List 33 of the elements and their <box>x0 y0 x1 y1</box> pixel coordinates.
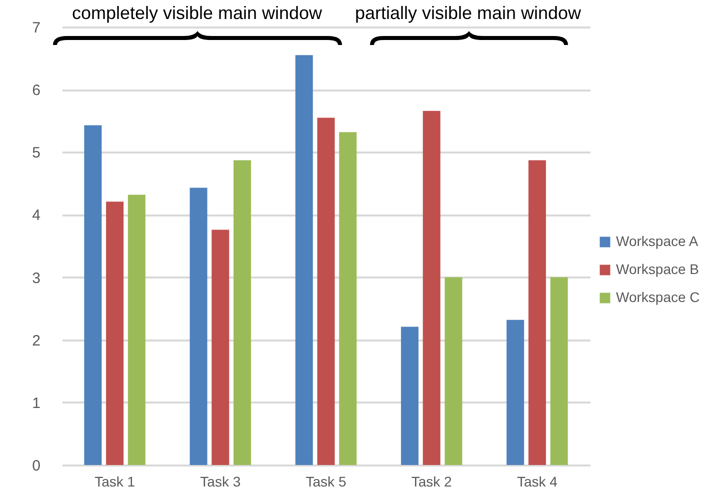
bar <box>190 188 208 465</box>
text: partially visible main window <box>354 3 582 24</box>
x-tick-label: Task 3 <box>200 474 241 490</box>
legend-label: Workspace A <box>616 233 699 249</box>
x-tick-label: Task 5 <box>306 474 346 490</box>
y-tick-label: 1 <box>32 394 40 412</box>
y-tick-label: 4 <box>32 207 40 224</box>
legend-label: Workspace B <box>616 261 699 277</box>
y-tick-label: 2 <box>32 332 40 350</box>
bar <box>234 160 252 465</box>
bar <box>339 132 357 465</box>
bar <box>444 277 462 465</box>
y-tick-label: 0 <box>32 458 40 474</box>
y-tick-label: 6 <box>32 82 40 100</box>
bar <box>212 230 230 465</box>
bar <box>317 118 335 465</box>
bar <box>550 277 568 465</box>
bar <box>84 125 102 465</box>
legend-label: Workspace C <box>616 289 700 305</box>
y-tick-label: 5 <box>32 144 40 162</box>
bar <box>295 55 313 465</box>
bar <box>128 194 146 465</box>
x-tick-label: Task 2 <box>411 474 452 490</box>
bar <box>528 160 546 465</box>
y-tick-label: 7 <box>32 20 40 36</box>
text: completely visible main window <box>72 3 322 24</box>
bar <box>400 326 418 465</box>
bar <box>422 110 440 465</box>
bar <box>506 320 524 465</box>
y-tick-label: 3 <box>32 270 40 287</box>
x-tick-label: Task 1 <box>94 474 136 490</box>
bar <box>106 202 124 465</box>
x-tick-label: Task 4 <box>516 474 558 490</box>
